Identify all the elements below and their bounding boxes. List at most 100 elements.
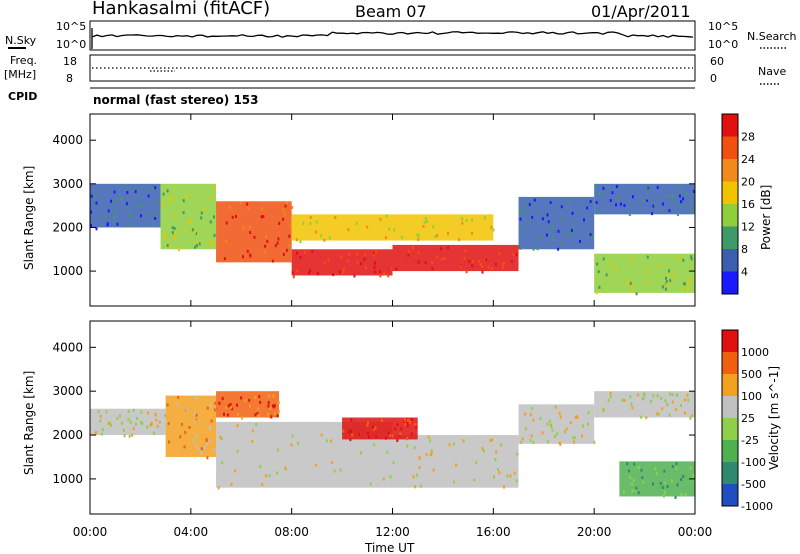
velocity-speckle <box>623 398 626 402</box>
velocity-speckle <box>385 436 387 440</box>
power-colorbar-tick: 12 <box>741 221 755 234</box>
x-axis-title: Time UT <box>364 541 415 554</box>
power-speckle <box>536 247 539 251</box>
power-speckle <box>95 227 98 231</box>
velocity-speckle <box>165 419 168 423</box>
power-speckle <box>395 267 398 271</box>
power-speckle <box>124 183 127 187</box>
power-speckle <box>120 196 123 200</box>
velocity-colorbar-segment <box>722 462 738 484</box>
power-speckle <box>680 286 683 290</box>
power-speckle <box>372 253 375 257</box>
power-speckle <box>471 259 474 263</box>
velocity-speckle <box>660 396 663 400</box>
velocity-speckle <box>406 437 409 441</box>
velocity-speckle <box>548 419 551 423</box>
power-speckle <box>602 186 605 190</box>
power-speckle <box>595 291 598 295</box>
power-y-axis: 1000 2000 3000 4000 <box>52 133 695 278</box>
power-speckle <box>131 189 134 193</box>
power-speckle <box>549 201 552 205</box>
cpid-label: CPID <box>8 90 37 103</box>
velocity-speckle <box>206 406 209 410</box>
velocity-speckle <box>147 411 149 415</box>
freq-panel <box>89 54 696 82</box>
velocity-speckle <box>226 413 229 417</box>
velocity-speckle <box>221 461 224 465</box>
velocity-speckle <box>251 440 254 443</box>
velocity-speckle <box>209 404 212 408</box>
power-speckle <box>541 217 544 221</box>
power-speckle <box>552 226 554 230</box>
power-speckle <box>323 238 326 242</box>
power-speckle <box>605 273 608 277</box>
velocity-speckle <box>349 438 352 442</box>
velocity-speckle <box>640 468 643 472</box>
velocity-speckle <box>320 433 323 437</box>
power-speckle <box>597 270 600 274</box>
power-speckle <box>140 214 142 218</box>
velocity-speckle <box>248 398 251 402</box>
power-speckle <box>163 234 166 238</box>
velocity-speckle <box>156 424 159 428</box>
power-speckle <box>195 231 198 235</box>
power-speckle <box>151 188 154 192</box>
power-speckle <box>431 261 434 264</box>
power-speckle <box>461 217 464 221</box>
velocity-speckle <box>414 422 417 426</box>
power-ytick-label: 2000 <box>52 220 83 234</box>
power-speckle <box>384 236 387 240</box>
velocity-speckle <box>236 412 239 416</box>
velocity-speckle <box>272 405 275 409</box>
velocity-speckle <box>481 447 484 451</box>
velocity-speckle <box>268 474 271 478</box>
velocity-speckle <box>223 412 225 416</box>
power-colorbar-segment <box>722 249 738 272</box>
velocity-speckle <box>406 444 409 448</box>
velocity-speckle <box>135 422 137 426</box>
power-speckle <box>113 216 116 220</box>
power-speckle <box>262 215 265 218</box>
velocity-colorbar-segment <box>722 330 738 352</box>
x-tick-label: 16:00 <box>476 525 511 539</box>
velocity-speckle <box>659 481 662 485</box>
power-speckle <box>247 206 250 210</box>
velocity-speckle <box>409 420 411 424</box>
power-speckle <box>223 257 226 261</box>
velocity-speckle <box>236 424 239 428</box>
velocity-speckle <box>530 434 533 438</box>
power-speckle <box>661 285 664 289</box>
power-speckle <box>541 236 543 240</box>
power-speckle <box>113 190 116 194</box>
velocity-speckle <box>231 407 234 411</box>
velocity-speckle <box>581 434 583 438</box>
freq-label: Freq. <box>10 54 37 67</box>
power-speckle <box>683 282 686 286</box>
velocity-colorbar-segment <box>722 396 738 418</box>
velocity-speckle <box>388 433 391 437</box>
power-speckle <box>263 250 266 254</box>
nave-tick-bottom: 0 <box>710 72 717 85</box>
velocity-speckle <box>662 494 665 498</box>
power-speckle <box>317 272 320 276</box>
power-speckle <box>572 226 575 230</box>
power-speckle <box>671 194 674 198</box>
velocity-speckle <box>412 475 415 479</box>
power-speckle <box>595 200 598 204</box>
power-speckle <box>688 279 691 283</box>
power-speckle <box>174 231 177 235</box>
velocity-speckle <box>558 441 561 445</box>
power-speckle <box>629 281 632 285</box>
velocity-speckle <box>123 434 126 438</box>
velocity-colorbar-tick: -1000 <box>741 500 773 513</box>
velocity-speckle <box>99 414 102 418</box>
velocity-speckle <box>164 414 167 418</box>
velocity-colorbar-segment <box>722 440 738 462</box>
power-speckle <box>164 234 167 238</box>
velocity-speckle <box>400 427 403 431</box>
power-speckle <box>447 246 449 250</box>
velocity-speckle <box>230 405 233 409</box>
power-speckle <box>343 267 346 271</box>
velocity-speckle <box>455 463 458 467</box>
